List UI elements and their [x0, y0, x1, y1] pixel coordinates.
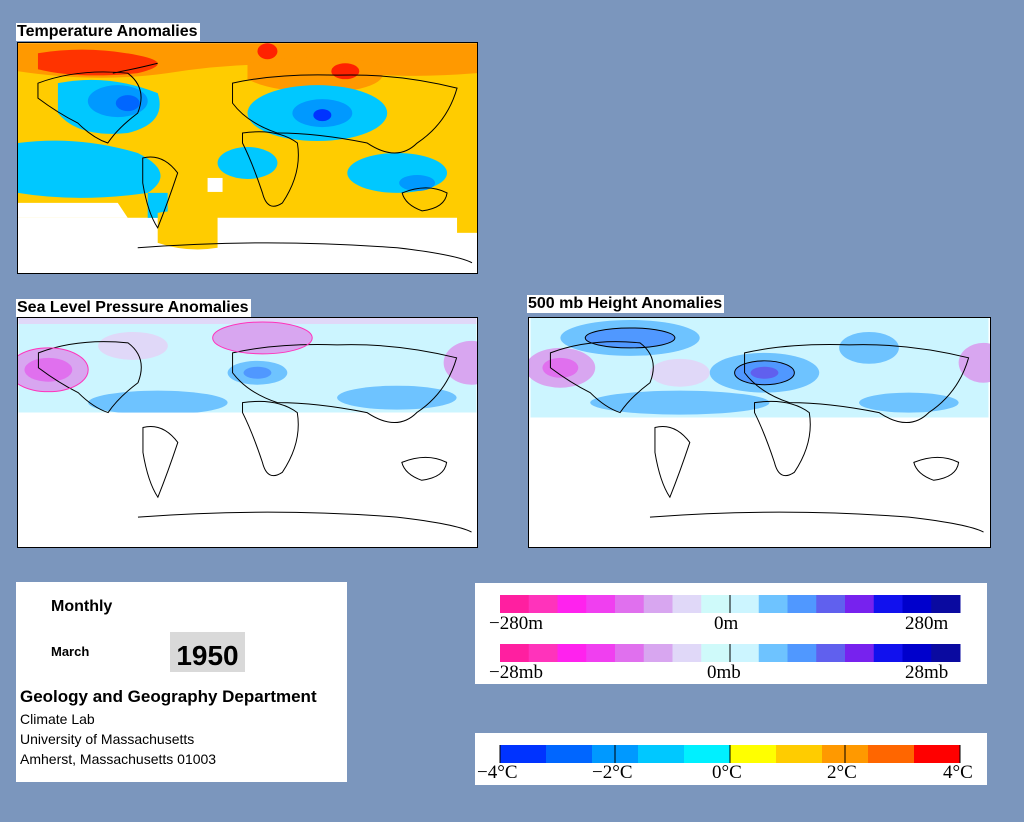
temperature-legend: −4°C −2°C 0°C 2°C 4°C: [475, 733, 987, 785]
pressure-colorbar-swatch-5: [643, 644, 673, 662]
temperature-colorbar-swatch-3: [638, 745, 685, 763]
temperature-anomaly-map: [17, 42, 478, 274]
temperature-colorbar-swatch-4: [684, 745, 731, 763]
temperature-tick-label-3: 2°C: [827, 762, 857, 783]
pressure-height-legend: −280m 0m 280m −28mb 0mb 28mb: [475, 583, 987, 684]
address-line-1: Climate Lab: [20, 711, 95, 727]
height-colorbar-swatch-2: [557, 595, 587, 613]
pressure-colorbar-swatch-15: [931, 644, 961, 662]
temperature-colorbar-swatch-0: [500, 745, 547, 763]
temperature-tick-label-0: −4°C: [477, 762, 518, 783]
pressure-height-colorbars: −280m 0m 280m −28mb 0mb 28mb: [489, 595, 961, 683]
height-colorbar-swatch-8: [730, 595, 760, 613]
temperature-colorbar-swatch-5: [730, 745, 777, 763]
temperature-anomaly-field: [18, 43, 477, 273]
address-line-2: University of Massachusetts: [20, 731, 195, 747]
height-min-label: −280m: [489, 613, 543, 634]
height-max-label: 280m: [905, 613, 949, 634]
temperature-colorbar: [499, 745, 961, 763]
height-colorbar-swatch-4: [615, 595, 645, 613]
pressure-colorbar-swatch-7: [701, 644, 731, 662]
height-colorbar-swatch-6: [672, 595, 702, 613]
height500-anomaly-field: [529, 318, 990, 547]
500mb-height-anomaly-map: [528, 317, 991, 548]
temperature-colorbar-swatch-8: [868, 745, 915, 763]
pressure-max-label: 28mb: [905, 662, 948, 683]
height-mid-label: 0m: [714, 613, 739, 634]
height-colorbar-swatch-3: [586, 595, 616, 613]
pressure-colorbar-swatch-9: [758, 644, 788, 662]
height-colorbar-swatch-15: [931, 595, 961, 613]
temperature-tick-label-4: 4°C: [943, 762, 973, 783]
slp-map-title: Sea Level Pressure Anomalies: [16, 299, 251, 317]
temperature-map-title: Temperature Anomalies: [16, 23, 200, 41]
pressure-colorbar-swatch-6: [672, 644, 702, 662]
pressure-colorbar-swatch-14: [902, 644, 932, 662]
info-panel: Monthly March 1950 Geology and Geography…: [16, 582, 347, 782]
temperature-tick-label-1: −2°C: [592, 762, 633, 783]
height-colorbar-swatch-12: [845, 595, 875, 613]
pressure-colorbar-swatch-3: [586, 644, 616, 662]
height-colorbar-swatch-7: [701, 595, 731, 613]
sea-level-pressure-anomaly-map: [17, 317, 478, 548]
height-colorbar-swatch-5: [643, 595, 673, 613]
pressure-colorbar-swatch-0: [500, 644, 530, 662]
period-mode-label: Monthly: [51, 598, 113, 615]
height-colorbar-swatch-10: [787, 595, 817, 613]
temperature-colorbar-swatch-6: [776, 745, 823, 763]
height500-map-title: 500 mb Height Anomalies: [527, 295, 725, 313]
month-label: March: [51, 644, 90, 659]
temperature-colorbar-svg: −4°C −2°C 0°C 2°C 4°C: [477, 745, 973, 783]
pressure-mid-label: 0mb: [707, 662, 741, 683]
pressure-colorbar: [500, 644, 961, 662]
temperature-colorbar-swatch-9: [914, 745, 961, 763]
height-colorbar-swatch-9: [758, 595, 788, 613]
department-name: Geology and Geography Department: [20, 687, 317, 706]
temperature-colorbar-swatch-1: [546, 745, 593, 763]
temperature-tick-label-2: 0°C: [712, 762, 742, 783]
height-colorbar-swatch-13: [873, 595, 903, 613]
height-colorbar-swatch-1: [528, 595, 558, 613]
year-display: 1950: [170, 632, 245, 672]
pressure-colorbar-swatch-4: [615, 644, 645, 662]
height-colorbar-swatch-0: [500, 595, 530, 613]
pressure-colorbar-swatch-11: [816, 644, 846, 662]
pressure-colorbar-swatch-12: [845, 644, 875, 662]
address-line-3: Amherst, Massachusetts 01003: [20, 751, 217, 767]
height-colorbar-swatch-11: [816, 595, 846, 613]
pressure-colorbar-swatch-8: [730, 644, 760, 662]
pressure-colorbar-swatch-10: [787, 644, 817, 662]
pressure-colorbar-swatch-2: [557, 644, 587, 662]
pressure-colorbar-swatch-1: [528, 644, 558, 662]
height-colorbar-swatch-14: [902, 595, 932, 613]
pressure-colorbar-swatch-13: [873, 644, 903, 662]
height-colorbar: [500, 595, 961, 613]
pressure-min-label: −28mb: [489, 662, 543, 683]
slp-anomaly-field: [18, 318, 477, 547]
